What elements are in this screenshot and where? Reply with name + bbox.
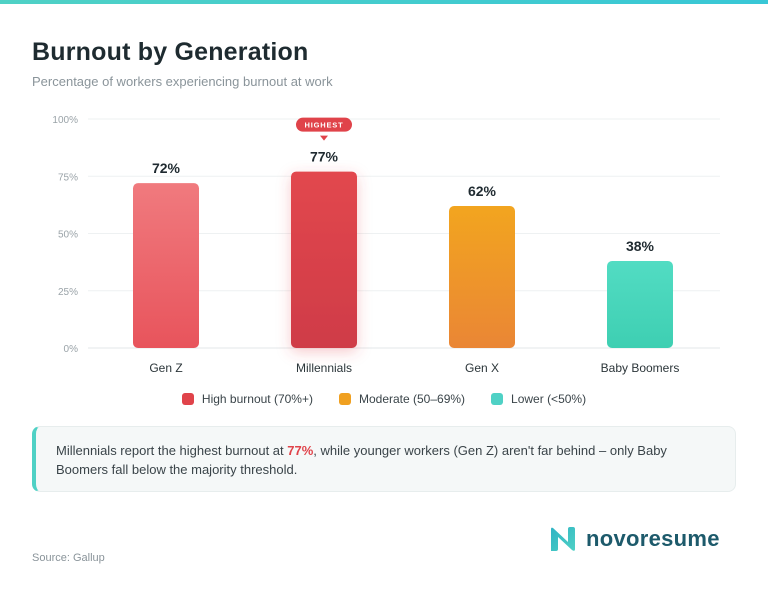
insight-callout: Millennials report the highest burnout a… [32,426,736,492]
source-note: Source: Gallup [32,552,105,564]
callout-highlight: 77% [287,443,314,458]
y-tick-label: 0% [64,344,79,355]
legend-item-lower: Lower (<50%) [491,392,586,406]
legend-item-high: High burnout (70%+) [181,392,313,406]
legend-label-moderate: Moderate (50–69%) [358,392,466,406]
bar-value-label: 38% [626,238,655,254]
y-tick-label: 25% [58,287,78,298]
chart-legend: High burnout (70%+) Moderate (50–69%) Lo… [0,392,768,406]
y-tick-label: 50% [58,230,78,241]
legend-label-lower: Lower (<50%) [511,392,587,406]
highest-badge-pointer [320,135,328,141]
x-category-label: Gen X [465,361,499,375]
bar-moderate [449,206,515,348]
x-category-label: Baby Boomers [601,361,680,375]
bar-value-label: 77% [310,149,339,165]
x-category-label: Millennials [296,361,352,375]
bar-value-label: 72% [152,160,181,176]
bar-high [133,183,199,348]
x-category-label: Gen Z [149,361,182,375]
bar-lower [607,260,673,348]
callout-text-after: , while younger workers (Gen Z) aren't f… [56,443,667,477]
page-title: Burnout by Generation [32,38,309,66]
legend-label-high: High burnout (70%+) [201,392,313,406]
bar-high [291,171,357,348]
brand-name: novoresume [586,526,720,551]
y-tick-label: 75% [58,172,78,183]
bar-chart: 0% 25% 50% 75% 100% 72% Gen Z 77% Millennials HI… [52,115,720,375]
page-subtitle: Percentage of workers experiencing burno… [32,74,333,89]
top-accent-bar [0,0,768,4]
novoresume-logo-icon [551,527,575,551]
highest-badge-label: HIGHEST [305,121,344,130]
legend-swatch-lower [491,393,504,405]
callout-text-before: Millennials report the highest burnout a… [56,443,288,458]
bar-value-label: 62% [468,183,497,199]
y-tick-label: 100% [52,115,78,126]
highest-badge [296,117,352,132]
brand-logo: novoresume [548,525,720,553]
legend-swatch-high [181,393,194,405]
legend-swatch-moderate [338,393,351,405]
legend-item-moderate: Moderate (50–69%) [338,392,466,406]
